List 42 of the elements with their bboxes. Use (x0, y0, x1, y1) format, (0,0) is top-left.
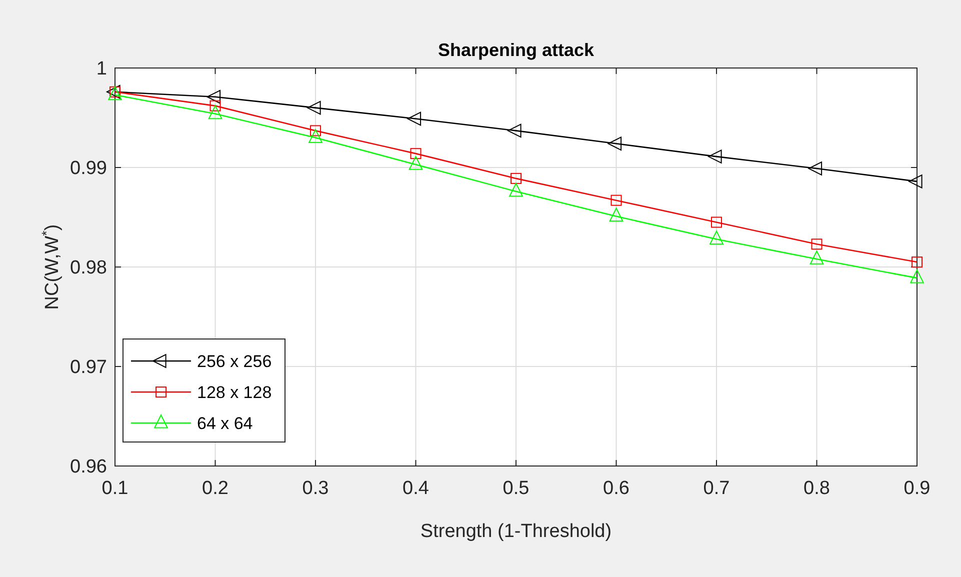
point (307, 100, 321, 115)
x-tick-label: 0.1 (102, 478, 128, 499)
point (710, 230, 724, 244)
x-tick-label: 0.3 (302, 478, 329, 499)
point (912, 256, 922, 268)
point (610, 194, 622, 206)
point (308, 129, 322, 143)
point (210, 100, 221, 112)
x-axis-title: Strength (1-Threshold) (420, 521, 612, 542)
chart-title: Sharpening attack (438, 40, 596, 60)
y-tick-label: 0.96 (70, 456, 107, 478)
x-tick-label: 0.2 (202, 478, 228, 499)
point (711, 216, 722, 228)
point (509, 182, 523, 197)
point (208, 105, 222, 120)
point (408, 156, 423, 170)
legend-label: 64 x 64 (197, 414, 253, 433)
point (910, 269, 924, 284)
point (608, 136, 622, 151)
point (410, 148, 422, 160)
x-tick-label: 0.6 (603, 478, 630, 499)
point (609, 208, 624, 222)
x-tick-label: 0.9 (904, 478, 930, 499)
point (407, 112, 422, 126)
y-tick-label: 1 (96, 58, 107, 80)
point (808, 162, 822, 176)
legend-label: 128 x 128 (197, 382, 272, 402)
x-tick-label: 0.8 (804, 478, 830, 499)
y-tick-label: 0.98 (70, 258, 107, 279)
point (811, 238, 822, 250)
point (908, 174, 922, 188)
point (810, 250, 824, 264)
point (708, 150, 722, 164)
y-tick-label: 0.97 (70, 357, 107, 378)
x-tick-label: 0.7 (703, 478, 730, 499)
y-tick-label: 0.99 (70, 158, 107, 180)
point (508, 124, 522, 138)
point (206, 90, 221, 104)
legend-label: 256 x 256 (197, 352, 272, 371)
x-tick-label: 0.5 (502, 478, 530, 499)
x-tick-label: 0.4 (402, 478, 430, 499)
point (510, 172, 522, 184)
